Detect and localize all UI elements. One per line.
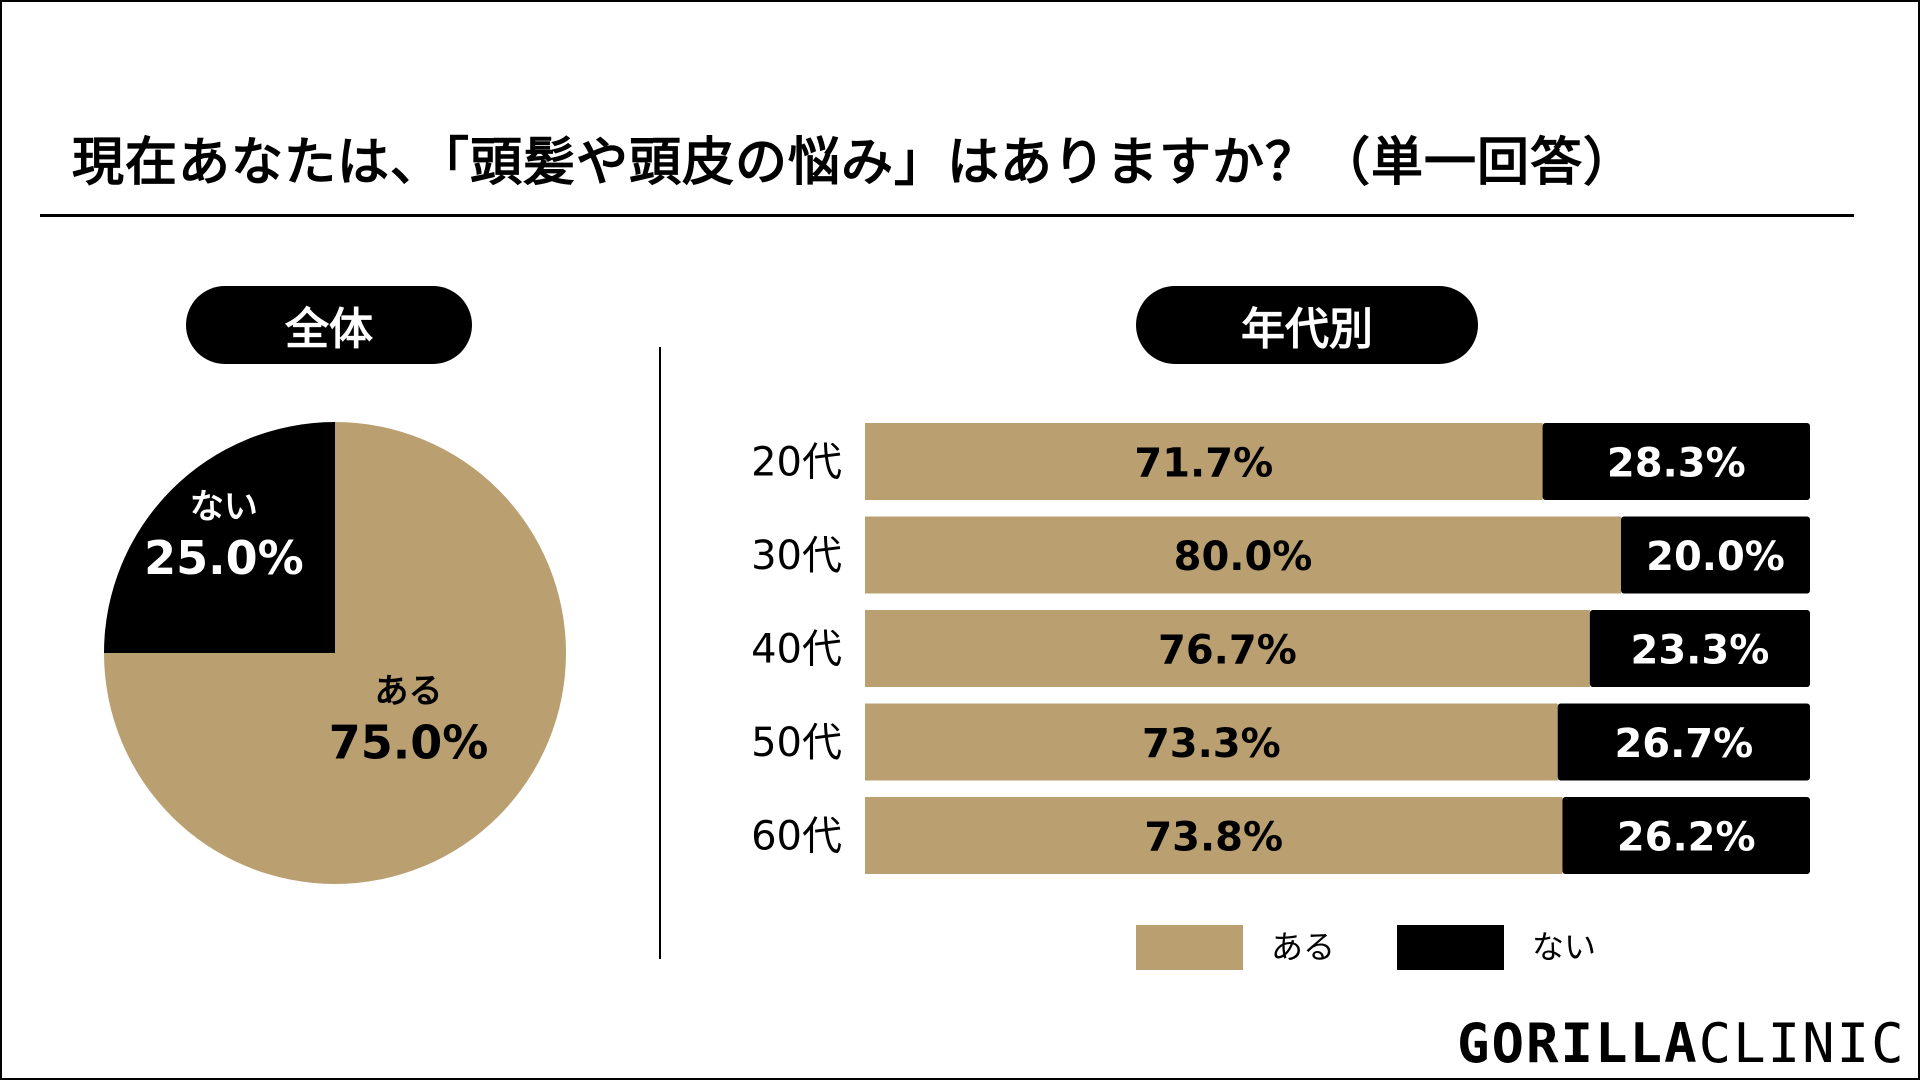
bar-data-label: 23.3% (1631, 628, 1770, 674)
category-label: 40代 (751, 627, 842, 673)
bar-segment-nai (1557, 703, 1810, 781)
category-label: 50代 (751, 720, 842, 766)
panel-divider (659, 347, 661, 959)
bar-data-label: 28.3% (1607, 441, 1746, 487)
bar-segment-aru (865, 610, 1590, 687)
legend-label: ある (1271, 928, 1335, 966)
bar-data-label: 73.8% (1144, 815, 1283, 861)
legend-swatch-aru (1136, 925, 1243, 970)
legend-label: ない (1532, 928, 1596, 966)
pie-label-value: 25.0% (144, 531, 304, 585)
pie-label-name: ない (190, 487, 258, 527)
gorilla-clinic-logo: GORILLACLINIC (1457, 1014, 1906, 1074)
chart-title: 現在あなたは、「頭髪や頭皮の悩み」はありますか？（単一回答） (72, 133, 1637, 193)
bar-segment-nai (1621, 516, 1810, 594)
category-label: 60代 (751, 814, 842, 860)
pie-label-name: ある (375, 672, 443, 712)
bar-data-label: 26.7% (1614, 721, 1753, 767)
bar-data-label: 71.7% (1134, 441, 1273, 487)
age-group-header: 年代別 (1136, 286, 1478, 364)
bar-segment-nai (1589, 610, 1810, 687)
logo-light-text: CLINIC (1698, 1012, 1906, 1075)
title-underline (40, 214, 1854, 217)
logo-bold-text: GORILLA (1457, 1012, 1699, 1075)
category-label: 30代 (751, 533, 842, 579)
bar-segment-nai (1542, 423, 1810, 500)
legend-swatch-nai (1397, 925, 1504, 970)
pie-label-value: 75.0% (329, 716, 489, 770)
bar-data-label: 76.7% (1158, 628, 1297, 674)
bar-data-label: 73.3% (1142, 721, 1281, 767)
bar-data-label: 26.2% (1617, 815, 1756, 861)
bar-segment-aru (865, 797, 1563, 874)
bar-segment-nai (1562, 797, 1810, 874)
overall-header: 全体 (186, 286, 472, 364)
bar-segment-aru (865, 423, 1543, 500)
bar-segment-aru (865, 703, 1558, 781)
bar-data-label: 80.0% (1174, 534, 1313, 580)
pie-slice-nai (104, 422, 335, 653)
bar-data-label: 20.0% (1646, 534, 1785, 580)
category-label: 20代 (751, 440, 842, 486)
bar-segment-aru (865, 516, 1621, 594)
